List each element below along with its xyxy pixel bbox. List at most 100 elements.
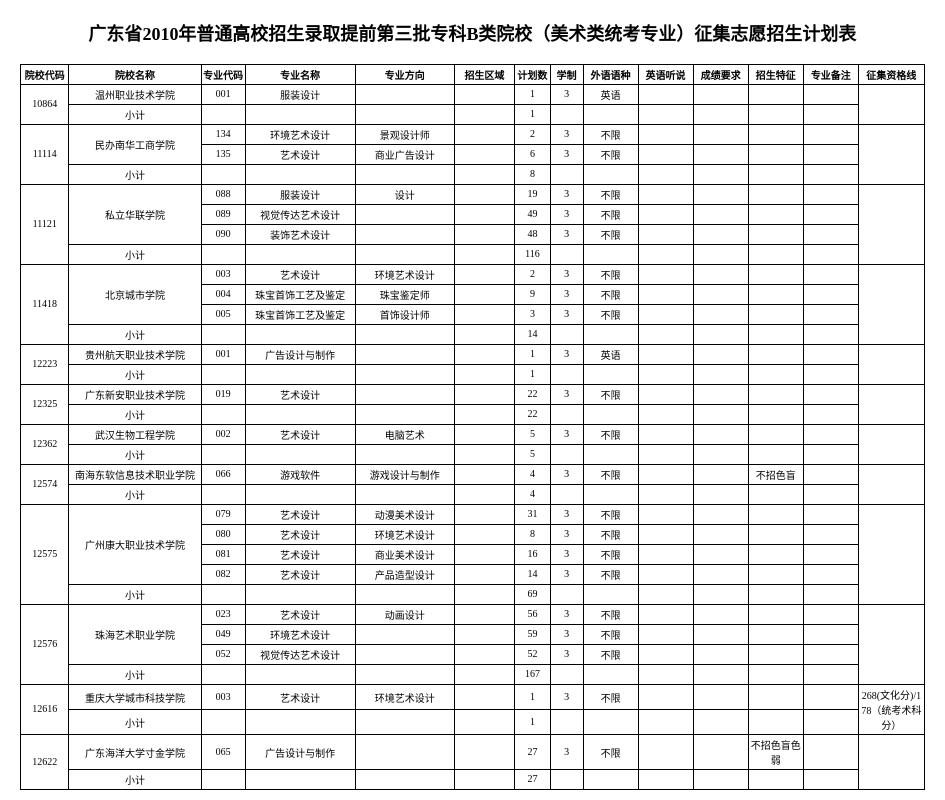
feature-cell — [748, 425, 803, 445]
feature-cell — [748, 185, 803, 205]
qualify-line-cell: 268(文化分)/178（统考术科分） — [858, 685, 924, 735]
score-req-cell — [693, 205, 748, 225]
length-cell: 3 — [550, 265, 583, 285]
listen-speak-cell — [638, 645, 693, 665]
subtotal-empty — [201, 405, 245, 425]
table-row: 11121私立华联学院088服装设计设计193不限 — [21, 185, 925, 205]
table-row: 12575广州康大职业技术学院079艺术设计动漫美术设计313不限 — [21, 505, 925, 525]
plan-cell: 8 — [515, 525, 550, 545]
plan-cell: 6 — [515, 145, 550, 165]
note-cell — [803, 605, 858, 625]
subtotal-empty — [201, 585, 245, 605]
length-cell: 3 — [550, 385, 583, 405]
major-code-cell: 090 — [201, 225, 245, 245]
table-row: 12223贵州航天职业技术学院001广告设计与制作13英语 — [21, 345, 925, 365]
subtotal-empty — [693, 405, 748, 425]
major-code-cell: 019 — [201, 385, 245, 405]
major-code-cell: 082 — [201, 565, 245, 585]
plan-cell: 19 — [515, 185, 550, 205]
subtotal-row: 小计8 — [21, 165, 925, 185]
school-name-cell: 广东海洋大学寸金学院 — [69, 735, 201, 770]
major-name-cell: 艺术设计 — [245, 385, 355, 405]
area-cell — [454, 205, 515, 225]
subtotal-empty — [355, 365, 454, 385]
subtotal-empty — [803, 445, 858, 465]
note-cell — [803, 465, 858, 485]
feature-cell — [748, 625, 803, 645]
subtotal-plan-cell: 1 — [515, 105, 550, 125]
subtotal-empty — [355, 485, 454, 505]
subtotal-empty — [693, 485, 748, 505]
note-cell — [803, 285, 858, 305]
area-cell — [454, 85, 515, 105]
major-code-cell: 023 — [201, 605, 245, 625]
note-cell — [803, 425, 858, 445]
score-req-cell — [693, 525, 748, 545]
lang-cell: 不限 — [583, 285, 638, 305]
major-name-cell: 艺术设计 — [245, 505, 355, 525]
col-line: 征集资格线 — [858, 65, 924, 85]
note-cell — [803, 305, 858, 325]
subtotal-empty — [201, 325, 245, 345]
subtotal-plan-cell: 69 — [515, 585, 550, 605]
major-dir-cell: 商业美术设计 — [355, 545, 454, 565]
score-req-cell — [693, 645, 748, 665]
major-code-cell: 005 — [201, 305, 245, 325]
subtotal-row: 小计27 — [21, 770, 925, 790]
school-name-cell: 民办南华工商学院 — [69, 125, 201, 165]
note-cell — [803, 625, 858, 645]
listen-speak-cell — [638, 525, 693, 545]
plan-cell: 9 — [515, 285, 550, 305]
subtotal-empty — [638, 445, 693, 465]
area-cell — [454, 225, 515, 245]
subtotal-empty — [693, 710, 748, 735]
note-cell — [803, 645, 858, 665]
col-feature: 招生特征 — [748, 65, 803, 85]
listen-speak-cell — [638, 125, 693, 145]
subtotal-empty — [454, 245, 515, 265]
lang-cell: 不限 — [583, 425, 638, 445]
score-req-cell — [693, 85, 748, 105]
note-cell — [803, 505, 858, 525]
major-dir-cell: 动漫美术设计 — [355, 505, 454, 525]
subtotal-plan-cell: 4 — [515, 485, 550, 505]
major-name-cell: 服装设计 — [245, 85, 355, 105]
area-cell — [454, 735, 515, 770]
feature-cell — [748, 205, 803, 225]
score-req-cell — [693, 185, 748, 205]
feature-cell — [748, 265, 803, 285]
length-cell: 3 — [550, 145, 583, 165]
page: 广东省2010年普通高校招生录取提前第三批专科B类院校（美术类统考专业）征集志愿… — [0, 0, 945, 800]
lang-cell: 不限 — [583, 145, 638, 165]
score-req-cell — [693, 305, 748, 325]
major-code-cell: 001 — [201, 345, 245, 365]
subtotal-empty — [803, 770, 858, 790]
feature-cell — [748, 85, 803, 105]
feature-cell — [748, 285, 803, 305]
score-req-cell — [693, 345, 748, 365]
subtotal-empty — [245, 445, 355, 465]
feature-cell — [748, 685, 803, 710]
plan-cell: 52 — [515, 645, 550, 665]
subtotal-row: 小计22 — [21, 405, 925, 425]
subtotal-empty — [201, 710, 245, 735]
school-name-cell: 北京城市学院 — [69, 265, 201, 325]
school-name-cell: 私立华联学院 — [69, 185, 201, 245]
subtotal-empty — [454, 165, 515, 185]
area-cell — [454, 645, 515, 665]
subtotal-empty — [638, 105, 693, 125]
length-cell: 3 — [550, 565, 583, 585]
note-cell — [803, 145, 858, 165]
subtotal-empty — [583, 485, 638, 505]
area-cell — [454, 545, 515, 565]
note-cell — [803, 545, 858, 565]
subtotal-empty — [245, 710, 355, 735]
subtotal-empty — [638, 770, 693, 790]
qualify-line-cell — [858, 185, 924, 265]
area-cell — [454, 345, 515, 365]
lang-cell: 不限 — [583, 545, 638, 565]
note-cell — [803, 225, 858, 245]
length-cell: 3 — [550, 525, 583, 545]
qualify-line-cell — [858, 605, 924, 685]
subtotal-empty — [693, 445, 748, 465]
